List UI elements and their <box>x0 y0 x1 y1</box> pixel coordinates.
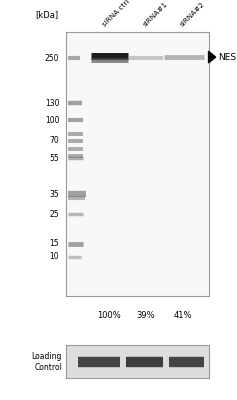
Text: 55: 55 <box>50 154 59 163</box>
Text: 15: 15 <box>50 240 59 248</box>
Text: 100: 100 <box>45 116 59 125</box>
Text: 41%: 41% <box>174 310 192 320</box>
Text: 25: 25 <box>50 210 59 219</box>
Text: NES: NES <box>218 52 236 62</box>
Text: [kDa]: [kDa] <box>35 10 58 19</box>
Polygon shape <box>209 51 216 63</box>
Text: 70: 70 <box>50 136 59 145</box>
Text: 35: 35 <box>50 190 59 199</box>
Text: Loading
Control: Loading Control <box>32 352 62 372</box>
Text: 130: 130 <box>45 99 59 108</box>
Text: siRNA#2: siRNA#2 <box>179 1 205 28</box>
Text: siRNA ctrl: siRNA ctrl <box>102 0 131 28</box>
Text: 39%: 39% <box>137 310 155 320</box>
Text: 100%: 100% <box>97 310 121 320</box>
Text: 10: 10 <box>50 252 59 262</box>
Text: 250: 250 <box>45 54 59 63</box>
Text: siRNA#1: siRNA#1 <box>142 1 169 28</box>
